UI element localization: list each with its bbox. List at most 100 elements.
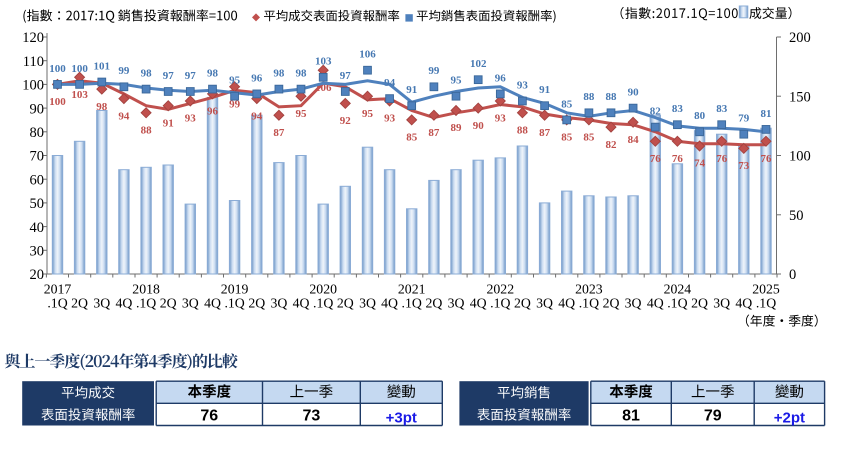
svg-text:2022: 2022 — [487, 282, 515, 297]
svg-text:91: 91 — [539, 84, 550, 96]
svg-text:83: 83 — [672, 103, 684, 115]
svg-text:60: 60 — [30, 172, 45, 188]
svg-text:98: 98 — [296, 68, 308, 80]
svg-text:101: 101 — [94, 60, 111, 72]
svg-text:2Q: 2Q — [71, 296, 88, 311]
svg-text:3Q: 3Q — [93, 296, 110, 311]
svg-text:103: 103 — [71, 89, 88, 101]
svg-text:94: 94 — [251, 110, 263, 122]
svg-text:91: 91 — [163, 117, 174, 129]
svg-text:96: 96 — [251, 72, 263, 84]
svg-text:2Q: 2Q — [603, 296, 620, 311]
svg-text:85: 85 — [561, 132, 573, 144]
svg-text:+2pt: +2pt — [774, 409, 805, 426]
svg-text:3Q: 3Q — [713, 296, 730, 311]
svg-text:93: 93 — [495, 113, 507, 125]
svg-text:96: 96 — [495, 72, 507, 84]
svg-text:2020: 2020 — [309, 282, 337, 297]
svg-text:85: 85 — [406, 132, 418, 144]
svg-text:4Q: 4Q — [558, 296, 575, 311]
svg-text:20: 20 — [30, 267, 45, 283]
svg-text:93: 93 — [517, 79, 529, 91]
svg-text:.1Q: .1Q — [313, 296, 333, 311]
svg-text:4Q: 4Q — [381, 296, 398, 311]
svg-text:200: 200 — [789, 30, 811, 46]
svg-text:4Q: 4Q — [470, 296, 487, 311]
svg-text:100: 100 — [71, 63, 88, 75]
svg-text:.1Q: .1Q — [579, 296, 599, 311]
svg-text:99: 99 — [118, 65, 130, 77]
svg-text:2023: 2023 — [575, 282, 603, 297]
svg-text:50: 50 — [30, 196, 45, 212]
svg-text:2Q: 2Q — [514, 296, 531, 311]
svg-text:81: 81 — [622, 407, 640, 424]
svg-text:74: 74 — [694, 158, 706, 170]
svg-text:40: 40 — [30, 220, 45, 236]
svg-text:98: 98 — [141, 68, 153, 80]
svg-text:97: 97 — [163, 70, 175, 82]
svg-text:97: 97 — [185, 70, 197, 82]
svg-text:150: 150 — [789, 90, 811, 106]
svg-text:94: 94 — [384, 77, 396, 89]
svg-text:76: 76 — [200, 407, 218, 424]
svg-text:98: 98 — [96, 101, 108, 113]
svg-text:90: 90 — [30, 101, 45, 117]
svg-text:3Q: 3Q — [536, 296, 553, 311]
svg-text:2025: 2025 — [752, 282, 780, 297]
svg-text:100: 100 — [49, 96, 66, 108]
svg-text:85: 85 — [583, 132, 595, 144]
svg-text:87: 87 — [273, 127, 285, 139]
svg-text:88: 88 — [141, 125, 153, 137]
svg-text:73: 73 — [303, 407, 321, 424]
svg-text:76: 76 — [650, 153, 662, 165]
svg-text:3Q: 3Q — [359, 296, 376, 311]
svg-text:2019: 2019 — [221, 282, 249, 297]
svg-text:.1Q: .1Q — [47, 296, 67, 311]
svg-text:82: 82 — [606, 139, 618, 151]
svg-text:3Q: 3Q — [182, 296, 199, 311]
svg-text:100: 100 — [789, 149, 811, 165]
svg-text:85: 85 — [561, 98, 573, 110]
svg-text:4Q: 4Q — [204, 296, 221, 311]
svg-text:2Q: 2Q — [248, 296, 265, 311]
svg-text:99: 99 — [428, 65, 440, 77]
svg-text:95: 95 — [362, 108, 374, 120]
svg-text:96: 96 — [207, 106, 219, 118]
svg-text:90: 90 — [628, 87, 640, 99]
svg-text:4Q: 4Q — [115, 296, 132, 311]
svg-text:80: 80 — [30, 125, 45, 141]
svg-text:2017: 2017 — [44, 282, 72, 297]
svg-text:95: 95 — [229, 75, 241, 87]
svg-text:100: 100 — [49, 63, 66, 75]
svg-text:88: 88 — [606, 91, 618, 103]
svg-text:89: 89 — [451, 122, 463, 134]
svg-text:88: 88 — [583, 91, 595, 103]
svg-text:80: 80 — [694, 110, 706, 122]
svg-text:87: 87 — [539, 127, 551, 139]
svg-text:30: 30 — [30, 244, 45, 260]
svg-text:93: 93 — [384, 113, 396, 125]
svg-text:73: 73 — [738, 160, 750, 172]
svg-text:.1Q: .1Q — [402, 296, 422, 311]
svg-text:2Q: 2Q — [691, 296, 708, 311]
svg-text:106: 106 — [359, 49, 376, 61]
svg-text:103: 103 — [315, 56, 332, 68]
svg-text:82: 82 — [650, 106, 662, 118]
svg-text:93: 93 — [185, 113, 197, 125]
svg-text:92: 92 — [340, 115, 352, 127]
svg-text:4Q: 4Q — [293, 296, 310, 311]
svg-text:95: 95 — [296, 108, 308, 120]
svg-text:2Q: 2Q — [425, 296, 442, 311]
svg-text:81: 81 — [761, 108, 772, 120]
svg-text:90: 90 — [473, 120, 485, 132]
svg-text:102: 102 — [470, 58, 487, 70]
svg-text:0: 0 — [789, 267, 796, 283]
svg-text:2Q: 2Q — [337, 296, 354, 311]
svg-text:91: 91 — [406, 84, 417, 96]
svg-text:.1Q: .1Q — [136, 296, 156, 311]
svg-text:87: 87 — [428, 127, 440, 139]
svg-text:98: 98 — [273, 68, 285, 80]
svg-text:98: 98 — [207, 68, 219, 80]
svg-text:2024: 2024 — [664, 282, 692, 297]
svg-text:2018: 2018 — [132, 282, 160, 297]
